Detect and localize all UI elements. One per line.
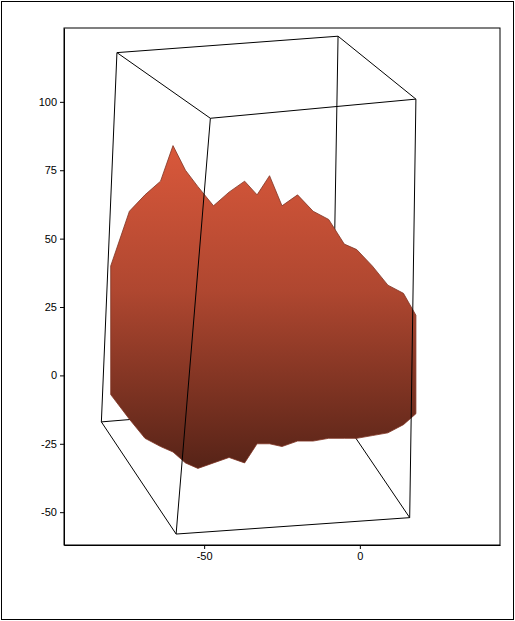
point-cloud bbox=[111, 146, 416, 469]
y-tick-label: 50 bbox=[45, 233, 57, 245]
y-tick-mark bbox=[60, 102, 64, 103]
x-tick-label: -50 bbox=[197, 550, 213, 562]
x-tick-mark bbox=[204, 545, 205, 549]
y-tick-label: 100 bbox=[39, 96, 57, 108]
y-tick-label: 75 bbox=[45, 164, 57, 176]
y-tick-mark bbox=[60, 239, 64, 240]
figure-border bbox=[2, 2, 514, 620]
y-tick: 0 bbox=[51, 369, 64, 381]
y-tick: 75 bbox=[45, 164, 64, 176]
y-tick-mark bbox=[60, 512, 64, 513]
x-axis-line bbox=[65, 545, 501, 546]
box-edges bbox=[101, 36, 416, 534]
x-tick: 0 bbox=[357, 545, 363, 562]
y-tick-label: -50 bbox=[41, 506, 57, 518]
y-tick: -50 bbox=[41, 506, 64, 518]
y-tick-label: -25 bbox=[41, 438, 57, 450]
x-tick-label: 0 bbox=[357, 550, 363, 562]
x-tick-mark bbox=[360, 545, 361, 549]
x-axis: -50 0 bbox=[65, 545, 501, 562]
y-tick-mark bbox=[60, 375, 64, 376]
y-tick-mark bbox=[60, 444, 64, 445]
y-axis-line bbox=[64, 29, 65, 546]
marks bbox=[101, 36, 416, 534]
y-tick-mark bbox=[60, 170, 64, 171]
y-tick-label: 25 bbox=[45, 301, 57, 313]
y-tick: -25 bbox=[41, 438, 64, 450]
chart: -50 -25 0 25 50 75 100 -50 0 bbox=[0, 0, 515, 621]
x-tick: -50 bbox=[197, 545, 213, 562]
y-axis: -50 -25 0 25 50 75 100 bbox=[39, 29, 65, 546]
y-tick: 25 bbox=[45, 301, 64, 313]
y-tick-mark bbox=[60, 307, 64, 308]
y-tick: 50 bbox=[45, 233, 64, 245]
y-tick: 100 bbox=[39, 96, 64, 108]
y-tick-label: 0 bbox=[51, 369, 57, 381]
plot-frame bbox=[64, 28, 500, 545]
